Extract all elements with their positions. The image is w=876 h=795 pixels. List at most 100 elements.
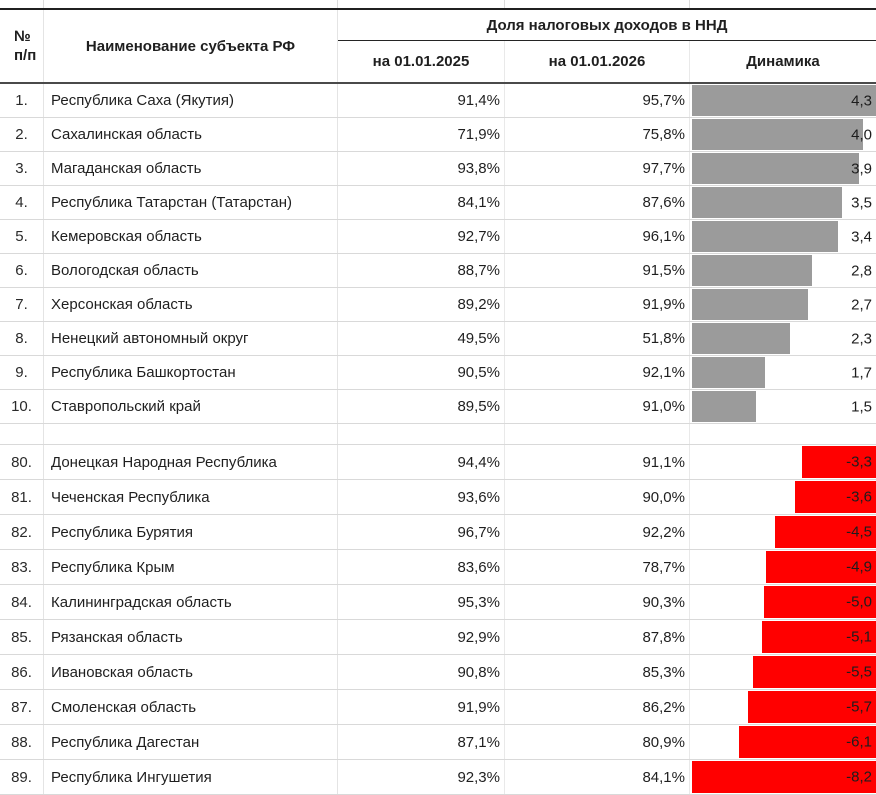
share-2026-value: 91,0% xyxy=(505,390,690,423)
region-name: Республика Саха (Якутия) xyxy=(44,84,338,117)
share-2026-value: 91,1% xyxy=(505,445,690,479)
share-2026-value: 84,1% xyxy=(505,760,690,794)
table-row: 3. Магаданская область 93,8% 97,7% 3,9 xyxy=(0,152,876,186)
region-name: Республика Бурятия xyxy=(44,515,338,549)
share-2025-value: 95,3% xyxy=(338,585,505,619)
region-name: Калининградская область xyxy=(44,585,338,619)
region-name: Ивановская область xyxy=(44,655,338,689)
dynamics-bar xyxy=(692,289,808,320)
section-top: 1. Республика Саха (Якутия) 91,4% 95,7% … xyxy=(0,84,876,424)
row-number: 80. xyxy=(0,445,44,479)
table-row: 6. Вологодская область 88,7% 91,5% 2,8 xyxy=(0,254,876,288)
table-row: 1. Республика Саха (Якутия) 91,4% 95,7% … xyxy=(0,84,876,118)
share-2026-value: 75,8% xyxy=(505,118,690,151)
table-row: 87. Смоленская область 91,9% 86,2% -5,7 xyxy=(0,690,876,725)
dynamics-bar xyxy=(692,255,812,286)
share-2025-value: 93,6% xyxy=(338,480,505,514)
table-row: 88. Республика Дагестан 87,1% 80,9% -6,1 xyxy=(0,725,876,760)
share-2025-value: 90,8% xyxy=(338,655,505,689)
table-header: № п/п Наименование субъекта РФ Доля нало… xyxy=(0,10,876,84)
row-number: 8. xyxy=(0,322,44,355)
row-number: 81. xyxy=(0,480,44,514)
share-2026-value: 96,1% xyxy=(505,220,690,253)
row-number: 5. xyxy=(0,220,44,253)
row-number: 6. xyxy=(0,254,44,287)
dynamics-value: -5,7 xyxy=(846,698,872,716)
dynamics-cell: 3,5 xyxy=(690,186,876,219)
dynamics-cell: 4,3 xyxy=(690,84,876,117)
header-dynamics: Динамика xyxy=(746,53,820,70)
table-row: 84. Калининградская область 95,3% 90,3% … xyxy=(0,585,876,620)
share-2026-value: 78,7% xyxy=(505,550,690,584)
share-2026-value: 86,2% xyxy=(505,690,690,724)
dynamics-value: 1,7 xyxy=(851,364,872,381)
table-row: 5. Кемеровская область 92,7% 96,1% 3,4 xyxy=(0,220,876,254)
share-2025-value: 83,6% xyxy=(338,550,505,584)
dynamics-bar xyxy=(795,481,876,513)
share-2026-value: 95,7% xyxy=(505,84,690,117)
dynamics-bar xyxy=(748,691,876,723)
dynamics-value: -4,9 xyxy=(846,558,872,576)
share-2025-value: 71,9% xyxy=(338,118,505,151)
table-row: 80. Донецкая Народная Республика 94,4% 9… xyxy=(0,445,876,480)
region-name: Республика Башкортостан xyxy=(44,356,338,389)
dynamics-cell: 2,8 xyxy=(690,254,876,287)
spacer-cell xyxy=(44,424,338,444)
dynamics-cell: 2,7 xyxy=(690,288,876,321)
dynamics-value: -3,3 xyxy=(846,453,872,471)
dynamics-bar xyxy=(692,119,864,150)
column-divider-stub xyxy=(505,0,690,8)
dynamics-cell: 1,5 xyxy=(690,390,876,423)
share-2026-value: 90,3% xyxy=(505,585,690,619)
row-number: 85. xyxy=(0,620,44,654)
table-row: 85. Рязанская область 92,9% 87,8% -5,1 xyxy=(0,620,876,655)
share-2025-value: 89,2% xyxy=(338,288,505,321)
dynamics-cell: -8,2 xyxy=(690,760,876,794)
dynamics-bar xyxy=(739,726,876,758)
table-row: 2. Сахалинская область 71,9% 75,8% 4,0 xyxy=(0,118,876,152)
dynamics-bar xyxy=(763,586,876,618)
share-2025-value: 90,5% xyxy=(338,356,505,389)
share-2025-value: 96,7% xyxy=(338,515,505,549)
region-name: Херсонская область xyxy=(44,288,338,321)
header-group-title: Доля налоговых доходов в ННД xyxy=(338,10,876,41)
dynamics-cell: 2,3 xyxy=(690,322,876,355)
dynamics-bar xyxy=(692,761,876,793)
header-share-2025: на 01.01.2025 xyxy=(338,41,505,82)
table-top-border xyxy=(0,0,876,10)
table-row: 82. Республика Бурятия 96,7% 92,2% -4,5 xyxy=(0,515,876,550)
dynamics-value: 3,9 xyxy=(851,160,872,177)
dynamics-cell: 3,9 xyxy=(690,152,876,185)
dynamics-cell: 4,0 xyxy=(690,118,876,151)
row-number: 4. xyxy=(0,186,44,219)
dynamics-cell: -5,1 xyxy=(690,620,876,654)
dynamics-cell: -3,3 xyxy=(690,445,876,479)
column-divider-stub xyxy=(44,0,338,8)
region-name: Донецкая Народная Республика xyxy=(44,445,338,479)
column-divider-stub xyxy=(338,0,505,8)
dynamics-bar xyxy=(761,621,876,653)
dynamics-bar xyxy=(752,656,876,688)
dynamics-value: -3,6 xyxy=(846,488,872,506)
table-row: 7. Херсонская область 89,2% 91,9% 2,7 xyxy=(0,288,876,322)
dynamics-bar xyxy=(692,323,791,354)
dynamics-bar xyxy=(766,551,876,583)
dynamics-value: -8,2 xyxy=(846,768,872,786)
row-number: 3. xyxy=(0,152,44,185)
dynamics-cell: 3,4 xyxy=(690,220,876,253)
dynamics-value: -5,5 xyxy=(846,663,872,681)
share-2025-value: 88,7% xyxy=(338,254,505,287)
table-row: 8. Ненецкий автономный округ 49,5% 51,8%… xyxy=(0,322,876,356)
spacer-cell xyxy=(338,424,505,444)
row-number: 89. xyxy=(0,760,44,794)
table-row: 86. Ивановская область 90,8% 85,3% -5,5 xyxy=(0,655,876,690)
dynamics-cell: -3,6 xyxy=(690,480,876,514)
dynamics-bar xyxy=(692,221,838,252)
row-number: 87. xyxy=(0,690,44,724)
share-2025-value: 94,4% xyxy=(338,445,505,479)
region-name: Республика Крым xyxy=(44,550,338,584)
region-name: Рязанская область xyxy=(44,620,338,654)
share-2026-value: 97,7% xyxy=(505,152,690,185)
spacer-cell xyxy=(505,424,690,444)
dynamics-cell: -4,5 xyxy=(690,515,876,549)
